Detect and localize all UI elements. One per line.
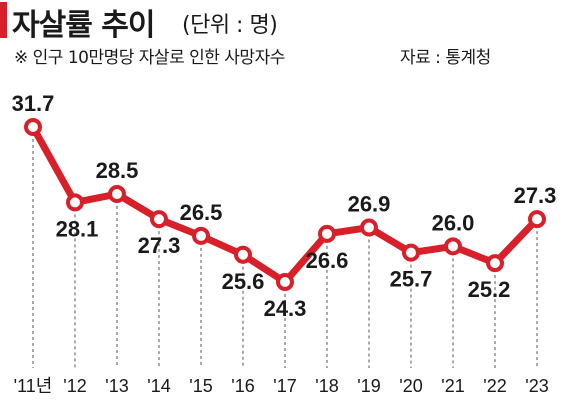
x-tick-label: '15 <box>189 376 212 396</box>
data-label: 28.5 <box>96 158 139 183</box>
data-point <box>402 243 420 262</box>
x-tick-label: '22 <box>483 376 506 396</box>
data-label: 26.5 <box>180 200 223 225</box>
x-tick-label: '19 <box>357 376 380 396</box>
data-label: 28.1 <box>56 216 99 241</box>
x-tick-label: '14 <box>147 376 170 396</box>
data-point <box>360 218 378 237</box>
data-label: 25.6 <box>222 269 265 294</box>
data-label: 25.7 <box>390 267 433 292</box>
data-point <box>66 193 84 212</box>
x-tick-label: '12 <box>63 376 86 396</box>
data-label: 26.0 <box>432 210 475 235</box>
series-line <box>29 123 541 286</box>
x-tick-label: '20 <box>399 376 422 396</box>
x-tick-label: '23 <box>525 376 548 396</box>
x-tick-label: '16 <box>231 376 254 396</box>
data-label: 26.6 <box>306 248 349 273</box>
data-point <box>318 224 336 243</box>
data-label: 31.7 <box>12 91 55 116</box>
x-tick-label: '21 <box>441 376 464 396</box>
data-label: 27.3 <box>138 233 181 258</box>
chart-title: 자살률 추이 <box>12 8 155 43</box>
data-point <box>150 210 168 229</box>
x-tick-label: '13 <box>105 376 128 396</box>
x-tick-label: '17 <box>273 376 296 396</box>
title-accent-bar <box>0 2 7 38</box>
data-label: 26.9 <box>348 192 391 217</box>
data-point <box>234 245 252 264</box>
data-point <box>528 210 546 229</box>
unit-label: (단위 : 명) <box>182 13 278 38</box>
x-tick-label: '18 <box>315 376 338 396</box>
data-label: 24.3 <box>264 296 307 321</box>
data-label: 25.2 <box>468 277 511 302</box>
x-tick-label: '11년 <box>14 376 53 396</box>
data-point <box>486 254 504 273</box>
source-label: 자료 : 통계청 <box>400 48 491 68</box>
footnote: ※ 인구 10만명당 자살로 인한 사망자수 <box>14 48 285 68</box>
data-point <box>192 226 210 245</box>
data-point <box>276 273 294 291</box>
data-point <box>444 237 462 256</box>
data-label: 27.3 <box>514 183 557 208</box>
data-point <box>24 118 42 136</box>
data-point <box>108 185 126 204</box>
